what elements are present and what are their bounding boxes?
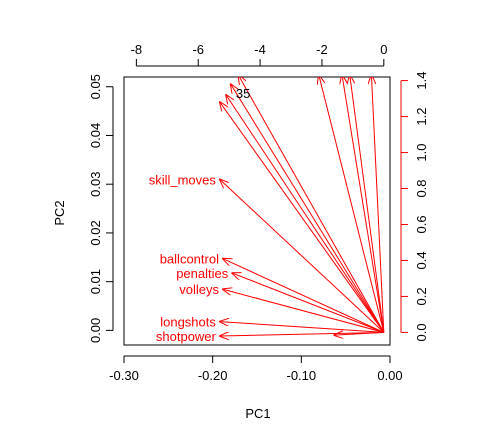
loading-arrow [223, 289, 384, 333]
loading-arrow [232, 273, 384, 333]
left-tick-label: 0.00 [88, 318, 103, 343]
left-tick-label: 0.04 [88, 123, 103, 148]
right-tick-label: 0.4 [414, 251, 429, 269]
left-tick-label: 0.01 [88, 269, 103, 294]
right-tick-label: 1.2 [414, 108, 429, 126]
loading-arrow [226, 95, 385, 333]
loading-arrow [220, 180, 385, 333]
loading-arrow [220, 332, 384, 336]
loading-arrow [231, 84, 385, 333]
top-tick-label: -4 [254, 42, 266, 57]
loading-arrow [342, 77, 385, 333]
left-tick-label: 0.02 [88, 220, 103, 245]
right-tick-label: 1.4 [414, 72, 429, 90]
y-axis-title: PC2 [52, 200, 67, 225]
right-axis: 0.0 0.2 0.4 0.6 0.8 1.0 1.2 1.4 [400, 72, 429, 341]
loading-arrow [220, 102, 385, 333]
top-tick-label: 0 [380, 42, 387, 57]
plot-frame [123, 76, 391, 346]
top-tick-label: -2 [316, 42, 328, 57]
loading-arrow [238, 77, 385, 333]
loading-label: skill_moves [149, 173, 217, 188]
bottom-tick-label: 0.00 [377, 368, 402, 383]
top-tick-label: -8 [131, 42, 143, 57]
loading-arrows [220, 77, 385, 336]
loading-label: longshots [160, 315, 216, 330]
loading-arrow [223, 259, 385, 333]
left-axis: 0.00 0.01 0.02 0.03 0.04 0.05 [88, 74, 114, 343]
right-tick-label: 0.2 [414, 287, 429, 305]
loading-arrow [371, 77, 385, 333]
loading-label: shotpower [156, 329, 217, 344]
right-tick-label: 0.0 [414, 323, 429, 341]
top-axis: -8 -6 -4 -2 0 [131, 42, 387, 67]
loading-label: ballcontrol [160, 252, 219, 267]
observation-label: 35 [236, 86, 250, 101]
right-tick-label: 1.0 [414, 144, 429, 162]
loading-arrow [220, 322, 384, 333]
loading-arrow [334, 332, 384, 335]
bottom-tick-label: -0.10 [287, 368, 317, 383]
loading-label: volleys [179, 282, 219, 297]
loading-label: penalties [176, 266, 229, 281]
bottom-tick-label: -0.30 [109, 368, 139, 383]
bottom-tick-label: -0.20 [198, 368, 228, 383]
x-axis-title: PC1 [245, 406, 270, 421]
loading-arrow [350, 77, 385, 333]
left-tick-label: 0.05 [88, 74, 103, 99]
top-tick-label: -6 [192, 42, 204, 57]
bottom-axis: -0.30 -0.20 -0.10 0.00 [109, 355, 403, 383]
loading-arrow [319, 77, 385, 333]
right-tick-label: 0.8 [414, 179, 429, 197]
right-tick-label: 0.6 [414, 215, 429, 233]
left-tick-label: 0.03 [88, 172, 103, 197]
